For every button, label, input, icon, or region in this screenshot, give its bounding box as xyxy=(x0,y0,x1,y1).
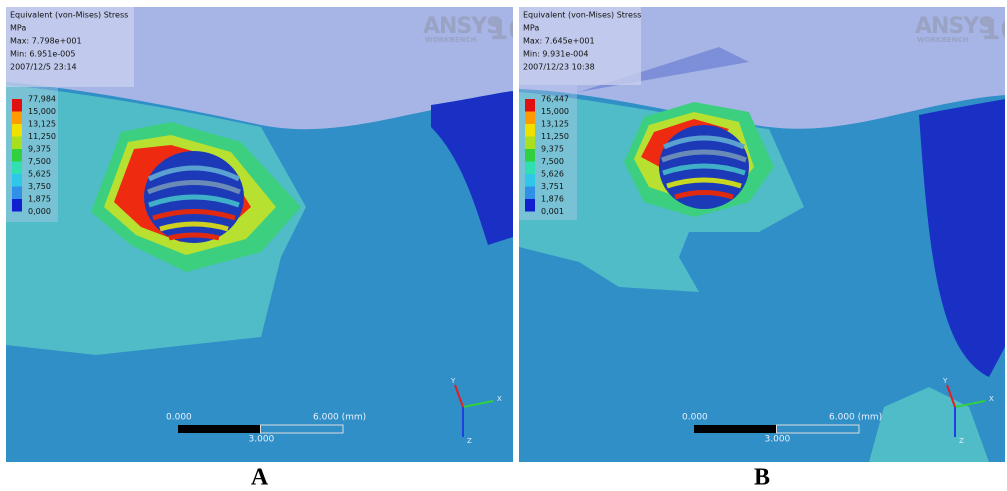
axis-label: Y xyxy=(450,377,456,385)
legend-value: 7,500 xyxy=(28,157,51,166)
thread xyxy=(661,135,747,200)
panel-b: Equivalent (von-Mises) Stress MPa Max: 7.6… xyxy=(519,7,1007,462)
legend-swatch xyxy=(525,136,535,149)
info-min: Min: 6.951e-005 xyxy=(10,50,75,59)
scale-start: 0.000 xyxy=(166,413,192,423)
legend-swatch xyxy=(525,124,535,137)
legend-value: 13,125 xyxy=(541,120,569,129)
info-max: Max: 7.798e+001 xyxy=(10,37,82,46)
info-date: 2007/12/5 23:14 xyxy=(10,63,77,72)
legend-swatch xyxy=(12,124,22,137)
scale-bar-light xyxy=(260,424,344,434)
legend-value: 0,001 xyxy=(541,207,564,216)
info-unit: MPa xyxy=(10,24,26,33)
legend-value: 1,875 xyxy=(28,195,51,204)
legend-value: 9,375 xyxy=(541,145,564,154)
scale-start: 0.000 xyxy=(682,413,708,423)
legend-swatch xyxy=(12,149,22,162)
legend-value: 13,125 xyxy=(28,120,56,129)
scale-bar-light xyxy=(776,424,860,434)
axis-label: X xyxy=(497,395,502,403)
legend-swatch xyxy=(525,111,535,124)
legend-value: 15,000 xyxy=(541,107,569,116)
panel-letter: A xyxy=(251,465,269,491)
legend-swatch xyxy=(525,99,535,112)
axis-x xyxy=(462,400,494,408)
legend-value: 11,250 xyxy=(541,132,569,141)
panel-a: Equivalent (von-Mises) Stress MPa Max: 7.7… xyxy=(6,7,547,462)
legend-swatch xyxy=(525,174,535,187)
legend-swatch xyxy=(12,136,22,149)
info-box xyxy=(519,7,641,85)
legend-value: 0,000 xyxy=(28,207,51,216)
logo-product: WORKBENCH xyxy=(425,36,477,44)
legend-value: 5,625 xyxy=(28,170,51,179)
min-stress-zone xyxy=(431,91,513,245)
logo-brand: ANSYS xyxy=(423,14,501,39)
axis-label: X xyxy=(989,395,994,403)
legend-swatch xyxy=(12,99,22,112)
legend-swatch xyxy=(12,161,22,174)
axis-y xyxy=(454,384,464,408)
legend-swatch xyxy=(525,149,535,162)
min-stress-zone xyxy=(919,99,1005,377)
legend-value: 76,447 xyxy=(541,95,569,104)
logo-product: WORKBENCH xyxy=(917,36,969,44)
legend-swatch xyxy=(12,186,22,199)
info-min: Min: 9.931e-004 xyxy=(523,50,588,59)
axis-y xyxy=(946,384,956,408)
legend-swatch xyxy=(525,186,535,199)
legend-swatch xyxy=(525,161,535,174)
axis-x xyxy=(954,400,986,408)
info-title: Equivalent (von-Mises) Stress xyxy=(10,11,128,20)
legend-value: 7,500 xyxy=(541,157,564,166)
info-date: 2007/12/23 10:38 xyxy=(523,63,595,72)
legend-value: 77,984 xyxy=(28,95,56,104)
info-box xyxy=(6,7,134,87)
legend-value: 9,375 xyxy=(28,145,51,154)
logo-brand: ANSYS xyxy=(915,14,993,39)
legend-value: 3,750 xyxy=(28,182,51,191)
scale-mid: 3.000 xyxy=(249,435,275,445)
legend-swatch xyxy=(12,174,22,187)
scale-end: 6.000 (mm) xyxy=(829,413,882,423)
legend-swatch xyxy=(525,199,535,212)
axis-label: Z xyxy=(959,437,964,445)
scale-bar-dark xyxy=(178,425,261,433)
scale-end: 6.000 (mm) xyxy=(313,413,366,423)
legend-value: 15,000 xyxy=(28,107,56,116)
panel-letter: B xyxy=(754,465,770,491)
thread xyxy=(147,165,241,241)
legend-value: 11,250 xyxy=(28,132,56,141)
info-title: Equivalent (von-Mises) Stress xyxy=(523,11,641,20)
info-unit: MPa xyxy=(523,24,539,33)
info-max: Max: 7.645e+001 xyxy=(523,37,595,46)
axis-label: Z xyxy=(467,437,472,445)
legend-value: 1,876 xyxy=(541,195,564,204)
logo-version: 100 xyxy=(489,13,547,46)
logo-version: 100 xyxy=(981,13,1007,46)
legend-swatch xyxy=(12,199,22,212)
legend-swatch xyxy=(12,111,22,124)
axis-label: Y xyxy=(942,377,948,385)
legend-value: 3,751 xyxy=(541,182,564,191)
legend-value: 5,626 xyxy=(541,170,564,179)
scale-mid: 3.000 xyxy=(765,435,791,445)
scale-bar-dark xyxy=(694,425,777,433)
